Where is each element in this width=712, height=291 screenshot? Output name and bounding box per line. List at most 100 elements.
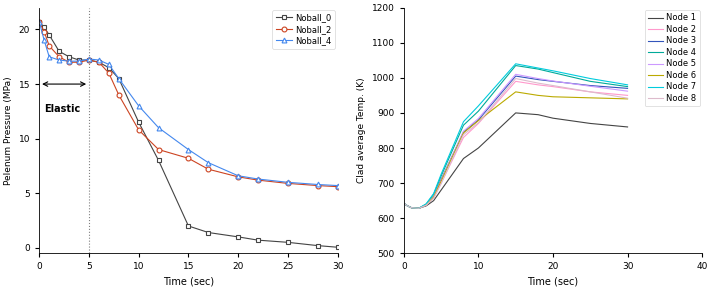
Node 5: [407, 206, 416, 210]
Noball_0: [65, 55, 73, 58]
Noball_4: [105, 63, 113, 66]
Line: Node 1: Node 1: [404, 113, 627, 208]
Node 7: [586, 77, 595, 80]
Node 5: [437, 179, 446, 182]
Node 2: [459, 136, 468, 139]
Noball_4: [115, 77, 123, 80]
Noball_0: [204, 231, 213, 234]
Node 5: [422, 203, 431, 207]
Node 8: [474, 121, 483, 125]
Noball_4: [85, 57, 93, 61]
Node 6: [403, 204, 412, 208]
Noball_2: [85, 58, 93, 62]
Noball_4: [65, 59, 73, 63]
Node 3: [399, 202, 408, 205]
Node 2: [429, 196, 438, 200]
Line: Node 4: Node 4: [404, 65, 627, 208]
Node 6: [399, 202, 408, 205]
Node 2: [407, 206, 416, 210]
Noball_4: [45, 55, 53, 58]
Noball_2: [135, 128, 143, 132]
Node 7: [534, 66, 543, 70]
Node 8: [459, 133, 468, 136]
Node 8: [414, 207, 423, 210]
Node 1: [474, 146, 483, 150]
Node 7: [474, 104, 483, 108]
Noball_4: [55, 58, 63, 62]
Noball_4: [35, 20, 43, 24]
Node 3: [459, 130, 468, 134]
Noball_0: [333, 246, 342, 249]
Noball_4: [253, 177, 262, 181]
Node 2: [623, 94, 632, 97]
Noball_0: [253, 238, 262, 242]
Line: Noball_2: Noball_2: [37, 19, 340, 189]
Noball_0: [105, 66, 113, 70]
Noball_2: [35, 20, 43, 24]
Node 3: [414, 207, 423, 210]
Node 6: [586, 96, 595, 100]
Node 6: [429, 195, 438, 199]
X-axis label: Time (sec): Time (sec): [163, 277, 214, 287]
Node 5: [414, 207, 423, 210]
Noball_2: [105, 71, 113, 75]
Noball_2: [95, 61, 103, 64]
Node 7: [403, 204, 412, 208]
Node 7: [414, 207, 423, 210]
Line: Node 3: Node 3: [404, 76, 627, 208]
Node 1: [407, 206, 416, 210]
Node 2: [586, 90, 595, 94]
Node 1: [459, 157, 468, 160]
Noball_0: [155, 159, 163, 162]
Node 2: [474, 122, 483, 125]
Node 5: [586, 84, 595, 88]
Noball_4: [135, 104, 143, 108]
Node 5: [534, 77, 543, 80]
Node 6: [437, 180, 446, 183]
Node 7: [422, 202, 431, 205]
Node 6: [407, 206, 416, 210]
Node 6: [534, 94, 543, 97]
Node 3: [429, 195, 438, 198]
Noball_0: [35, 20, 43, 24]
Node 5: [623, 89, 632, 93]
Node 2: [399, 202, 408, 205]
Node 4: [403, 204, 412, 208]
Node 8: [407, 206, 416, 210]
Line: Noball_4: Noball_4: [37, 19, 340, 188]
Node 4: [414, 207, 423, 210]
Node 3: [586, 84, 595, 87]
Line: Noball_0: Noball_0: [37, 19, 340, 250]
Node 2: [422, 203, 431, 207]
Node 2: [437, 181, 446, 185]
Noball_2: [65, 61, 73, 64]
Node 8: [534, 81, 543, 85]
Noball_0: [55, 49, 63, 53]
Node 3: [437, 178, 446, 181]
Node 3: [623, 87, 632, 90]
Node 1: [399, 202, 408, 205]
Node 4: [549, 71, 557, 74]
Noball_4: [155, 126, 163, 129]
Node 2: [403, 204, 412, 208]
Node 5: [429, 195, 438, 198]
Node 3: [422, 203, 431, 207]
Node 7: [511, 62, 520, 65]
Noball_4: [234, 174, 242, 178]
Noball_2: [184, 157, 193, 160]
Node 5: [549, 79, 557, 83]
Node 6: [474, 119, 483, 123]
Noball_2: [155, 148, 163, 151]
Node 4: [399, 202, 408, 205]
Noball_2: [333, 185, 342, 188]
Node 3: [474, 118, 483, 122]
Node 4: [474, 109, 483, 113]
Node 5: [403, 204, 412, 208]
Node 7: [437, 173, 446, 176]
Node 8: [403, 204, 412, 208]
Node 8: [623, 96, 632, 100]
Noball_0: [234, 235, 242, 239]
Line: Node 6: Node 6: [404, 92, 627, 208]
Node 8: [586, 90, 595, 94]
Node 2: [534, 83, 543, 87]
